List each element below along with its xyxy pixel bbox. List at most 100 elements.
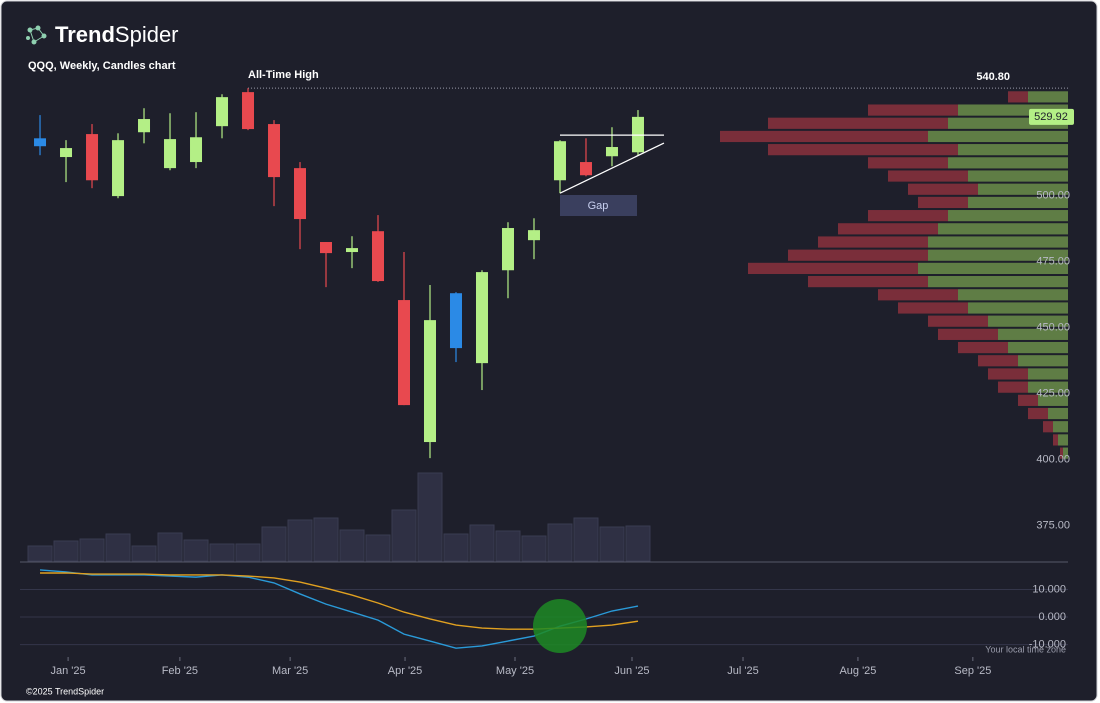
profile-down xyxy=(938,328,998,340)
profile-up xyxy=(928,276,1068,288)
profile-down xyxy=(918,196,968,209)
candle-body xyxy=(164,139,177,169)
logo-bold: Trend xyxy=(55,22,115,47)
candle-body xyxy=(60,148,73,158)
candle-body xyxy=(579,162,592,176)
profile-down xyxy=(868,157,948,169)
profile-down xyxy=(928,315,988,327)
profile-down xyxy=(888,170,968,182)
candle-body xyxy=(475,272,488,364)
volume-bar xyxy=(495,530,521,562)
profile-down xyxy=(958,341,1008,354)
profile-up xyxy=(1048,407,1068,420)
profile-down xyxy=(978,355,1018,367)
profile-up xyxy=(948,117,1068,129)
volume-bar xyxy=(599,526,625,562)
candle-body xyxy=(216,97,229,127)
y-tick-label: 450.00 xyxy=(1036,322,1070,334)
profile-up xyxy=(1018,355,1068,367)
volume-bar xyxy=(79,538,105,562)
x-tick-label: Feb '25 xyxy=(162,665,198,677)
x-tick-label: Aug '25 xyxy=(839,665,876,677)
profile-up xyxy=(958,144,1068,156)
volume-bar xyxy=(27,545,53,562)
candle-body xyxy=(112,140,125,197)
profile-up xyxy=(968,170,1068,182)
gap-box xyxy=(560,195,637,216)
profile-down xyxy=(720,130,928,143)
logo: TrendSpider xyxy=(55,22,179,47)
candle-body xyxy=(86,134,99,181)
volume-bar xyxy=(547,523,573,562)
profile-down xyxy=(818,236,928,248)
profile-down xyxy=(988,368,1028,380)
volume-bar xyxy=(183,539,209,562)
profile-up xyxy=(1028,381,1068,393)
volume-bar xyxy=(573,517,599,562)
ath-label: All-Time High xyxy=(248,69,319,81)
profile-up xyxy=(1038,394,1068,406)
profile-up xyxy=(958,289,1068,301)
y-tick-label: 375.00 xyxy=(1036,520,1070,532)
profile-down xyxy=(768,144,958,156)
profile-down xyxy=(808,276,928,288)
candle-body xyxy=(527,230,540,241)
candle-body xyxy=(268,124,281,178)
profile-up xyxy=(978,183,1068,195)
volume-bar xyxy=(417,472,443,562)
candle-body xyxy=(138,119,151,133)
profile-up xyxy=(1028,91,1068,103)
y-tick-label: 475.00 xyxy=(1036,256,1070,268)
profile-down xyxy=(768,117,948,129)
profile-up xyxy=(958,104,1068,116)
profile-up xyxy=(928,236,1068,248)
logo-light: Spider xyxy=(115,22,179,47)
indicator-tick-label: 0.000 xyxy=(1038,611,1066,623)
candle-body xyxy=(553,141,566,181)
profile-down xyxy=(1053,434,1058,446)
profile-up xyxy=(1058,434,1068,446)
volume-bar xyxy=(469,524,495,562)
profile-down xyxy=(1018,394,1038,406)
profile-up xyxy=(948,210,1068,222)
profile-up xyxy=(1063,447,1068,459)
profile-down xyxy=(898,302,968,314)
y-tick-label: 425.00 xyxy=(1036,388,1070,400)
candle-body xyxy=(346,248,359,253)
profile-up xyxy=(998,328,1068,340)
indicator-tick-label: -10.000 xyxy=(1029,639,1066,651)
volume-bar xyxy=(625,525,651,562)
x-tick-label: Jul '25 xyxy=(727,665,758,677)
candle-body xyxy=(320,242,333,254)
profile-up xyxy=(918,262,1068,274)
y-tick-label: 400.00 xyxy=(1036,454,1070,466)
candle-body xyxy=(605,147,618,157)
candle-body xyxy=(242,92,255,130)
trendline xyxy=(559,142,665,194)
last-price-box xyxy=(1029,108,1074,125)
profile-up xyxy=(968,302,1068,314)
volume-bar xyxy=(313,517,339,562)
crossover-highlight xyxy=(533,599,587,653)
volume-bar xyxy=(131,545,157,562)
profile-down xyxy=(1060,447,1063,459)
volume-bar xyxy=(287,519,313,562)
x-tick-label: May '25 xyxy=(496,665,534,677)
candle-body xyxy=(423,320,436,443)
gap-label: Gap xyxy=(588,200,609,212)
profile-down xyxy=(788,249,928,261)
profile-up xyxy=(928,249,1068,261)
profile-down xyxy=(838,223,938,235)
indicator-tick-label: 10.000 xyxy=(1032,583,1066,595)
volume-bar xyxy=(261,526,287,562)
volume-bar xyxy=(521,535,547,562)
footer: ©2025 TrendSpider xyxy=(26,686,104,696)
volume-bar xyxy=(105,533,131,562)
profile-down xyxy=(878,289,958,301)
ath-value: 540.80 xyxy=(976,71,1010,83)
profile-down xyxy=(868,210,948,222)
profile-up xyxy=(938,223,1068,235)
profile-down xyxy=(1008,91,1028,103)
volume-bar xyxy=(235,543,261,562)
profile-down xyxy=(1043,421,1053,433)
